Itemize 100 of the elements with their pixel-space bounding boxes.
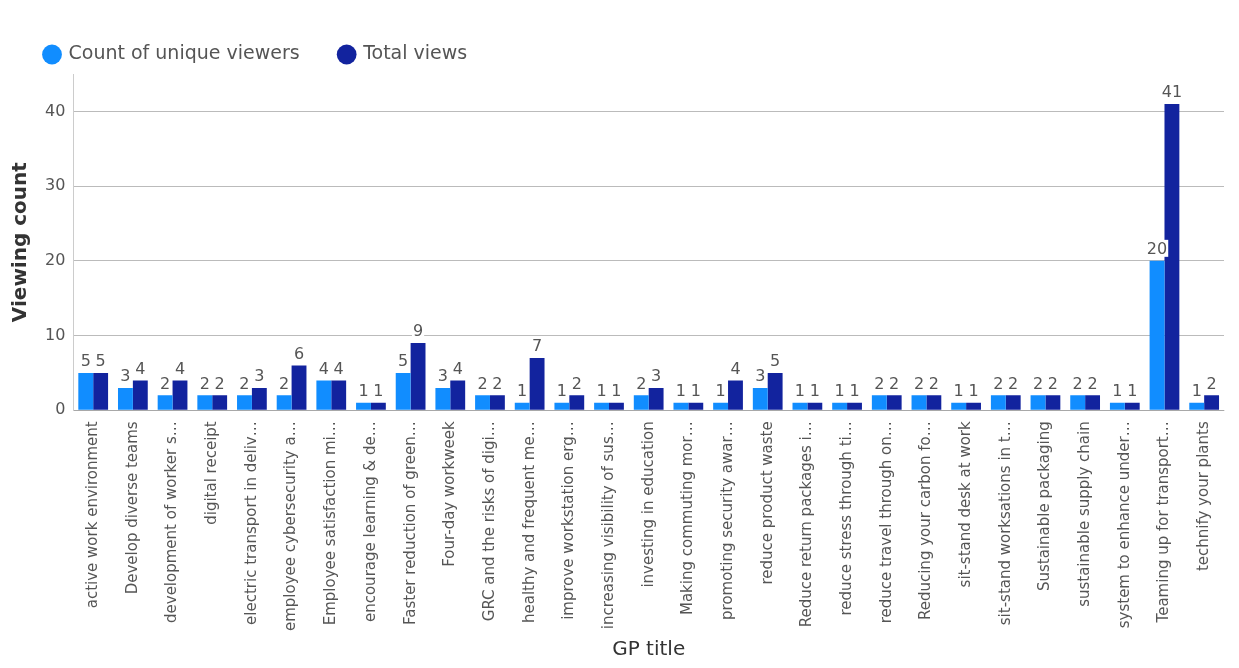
bar xyxy=(688,402,704,410)
bar xyxy=(1164,103,1180,410)
bar xyxy=(1204,395,1220,410)
bar xyxy=(609,402,624,410)
x-tick-label: sit-stand desk at work xyxy=(955,420,974,588)
data-label: 2 xyxy=(1206,373,1217,393)
data-label: 2 xyxy=(279,373,290,393)
bar xyxy=(1109,402,1125,410)
x-axis-title: GP title xyxy=(612,636,686,661)
data-label: 4 xyxy=(174,358,186,378)
data-label: 2 xyxy=(1032,373,1044,393)
bar xyxy=(1070,395,1086,410)
bar xyxy=(1030,395,1046,410)
y-tick-label: 40 xyxy=(45,100,66,120)
x-tick-label: Teaming up for transport… xyxy=(1154,421,1173,624)
x-tick-label: sustainable supply chain xyxy=(1075,421,1094,607)
x-tick-label: employee cybersecurity a… xyxy=(281,421,300,631)
data-label: 2 xyxy=(477,373,488,393)
bar xyxy=(832,402,848,410)
bar xyxy=(673,402,689,410)
bar xyxy=(767,372,783,410)
y-tick-label: 20 xyxy=(45,249,66,269)
legend-label: Count of unique viewers xyxy=(68,41,300,64)
bar xyxy=(728,380,743,410)
bar xyxy=(370,402,386,410)
x-tick-label: increasing visibility of sus… xyxy=(598,421,617,630)
data-label: 6 xyxy=(293,343,305,363)
bar xyxy=(276,395,292,410)
bar xyxy=(1149,260,1165,410)
data-label: 1 xyxy=(794,380,806,400)
x-tick-label: reduce product waste xyxy=(757,421,776,585)
x-tick-label: electric transport in deliv… xyxy=(241,421,260,625)
x-tick-label: development of worker s… xyxy=(162,421,181,623)
bar xyxy=(1005,395,1021,410)
data-label: 1 xyxy=(596,380,607,400)
bar xyxy=(529,357,545,410)
data-label: 3 xyxy=(651,366,662,386)
bar xyxy=(93,372,109,410)
data-label: 1 xyxy=(953,380,964,400)
data-label: 4 xyxy=(730,358,741,378)
bar xyxy=(886,395,902,410)
data-label: 1 xyxy=(1127,380,1138,400)
data-label: 2 xyxy=(889,373,900,393)
data-label: 2 xyxy=(1087,373,1098,393)
x-tick-label: active work environment xyxy=(83,421,102,609)
x-tick-label: Sustainable packaging xyxy=(1035,421,1054,592)
bar xyxy=(356,402,371,410)
data-label: 4 xyxy=(333,358,344,378)
bar xyxy=(1045,395,1061,410)
bar xyxy=(990,395,1006,410)
data-label: 5 xyxy=(95,351,106,371)
bar xyxy=(807,402,823,410)
bar xyxy=(752,387,768,410)
bar xyxy=(395,372,411,410)
x-tick-label: system to enhance under… xyxy=(1114,421,1133,629)
bar xyxy=(132,380,148,410)
data-label: 3 xyxy=(120,366,131,386)
data-label: 4 xyxy=(318,358,329,378)
y-axis-title: Viewing count xyxy=(7,161,32,323)
data-label: 1 xyxy=(834,380,845,400)
x-tick-label: reduce travel through on… xyxy=(876,421,895,624)
bar xyxy=(237,395,252,410)
data-label: 3 xyxy=(437,366,448,386)
bar xyxy=(172,380,188,410)
data-label: 2 xyxy=(874,373,885,393)
y-tick-label: 0 xyxy=(55,399,66,419)
x-tick-label: Develop diverse teams xyxy=(122,421,141,595)
bar xyxy=(489,395,505,410)
bar xyxy=(554,402,570,410)
data-label: 20 xyxy=(1146,238,1168,258)
x-tick-label: technify your plants xyxy=(1194,421,1213,572)
bar xyxy=(1085,395,1101,410)
data-label: 7 xyxy=(531,336,543,356)
data-label: 2 xyxy=(1008,373,1019,393)
legend-label: Total views xyxy=(362,41,468,64)
bar xyxy=(197,395,213,410)
bar xyxy=(316,380,332,410)
x-tick-label: Making commuting mor… xyxy=(678,421,697,616)
data-label: 2 xyxy=(1047,373,1058,393)
bar xyxy=(212,395,228,410)
data-label: 2 xyxy=(199,373,210,393)
data-label: 2 xyxy=(928,373,939,393)
bar xyxy=(847,402,862,410)
bar xyxy=(157,395,173,410)
bar xyxy=(966,402,981,410)
data-label: 4 xyxy=(452,358,463,378)
data-label: 2 xyxy=(1072,373,1083,393)
x-tick-label: digital receipt xyxy=(202,421,221,525)
x-tick-label: improve workstation erg… xyxy=(559,421,578,620)
x-tick-label: healthy and frequent me… xyxy=(519,421,538,624)
y-tick-label: 10 xyxy=(45,324,66,344)
data-label: 5 xyxy=(398,351,409,371)
bar xyxy=(78,372,94,410)
data-label: 2 xyxy=(239,373,250,393)
bar xyxy=(713,402,729,410)
bar xyxy=(410,343,426,410)
data-label: 1 xyxy=(715,380,726,400)
bar xyxy=(926,395,942,410)
bar xyxy=(251,387,267,410)
data-label: 1 xyxy=(358,380,369,400)
